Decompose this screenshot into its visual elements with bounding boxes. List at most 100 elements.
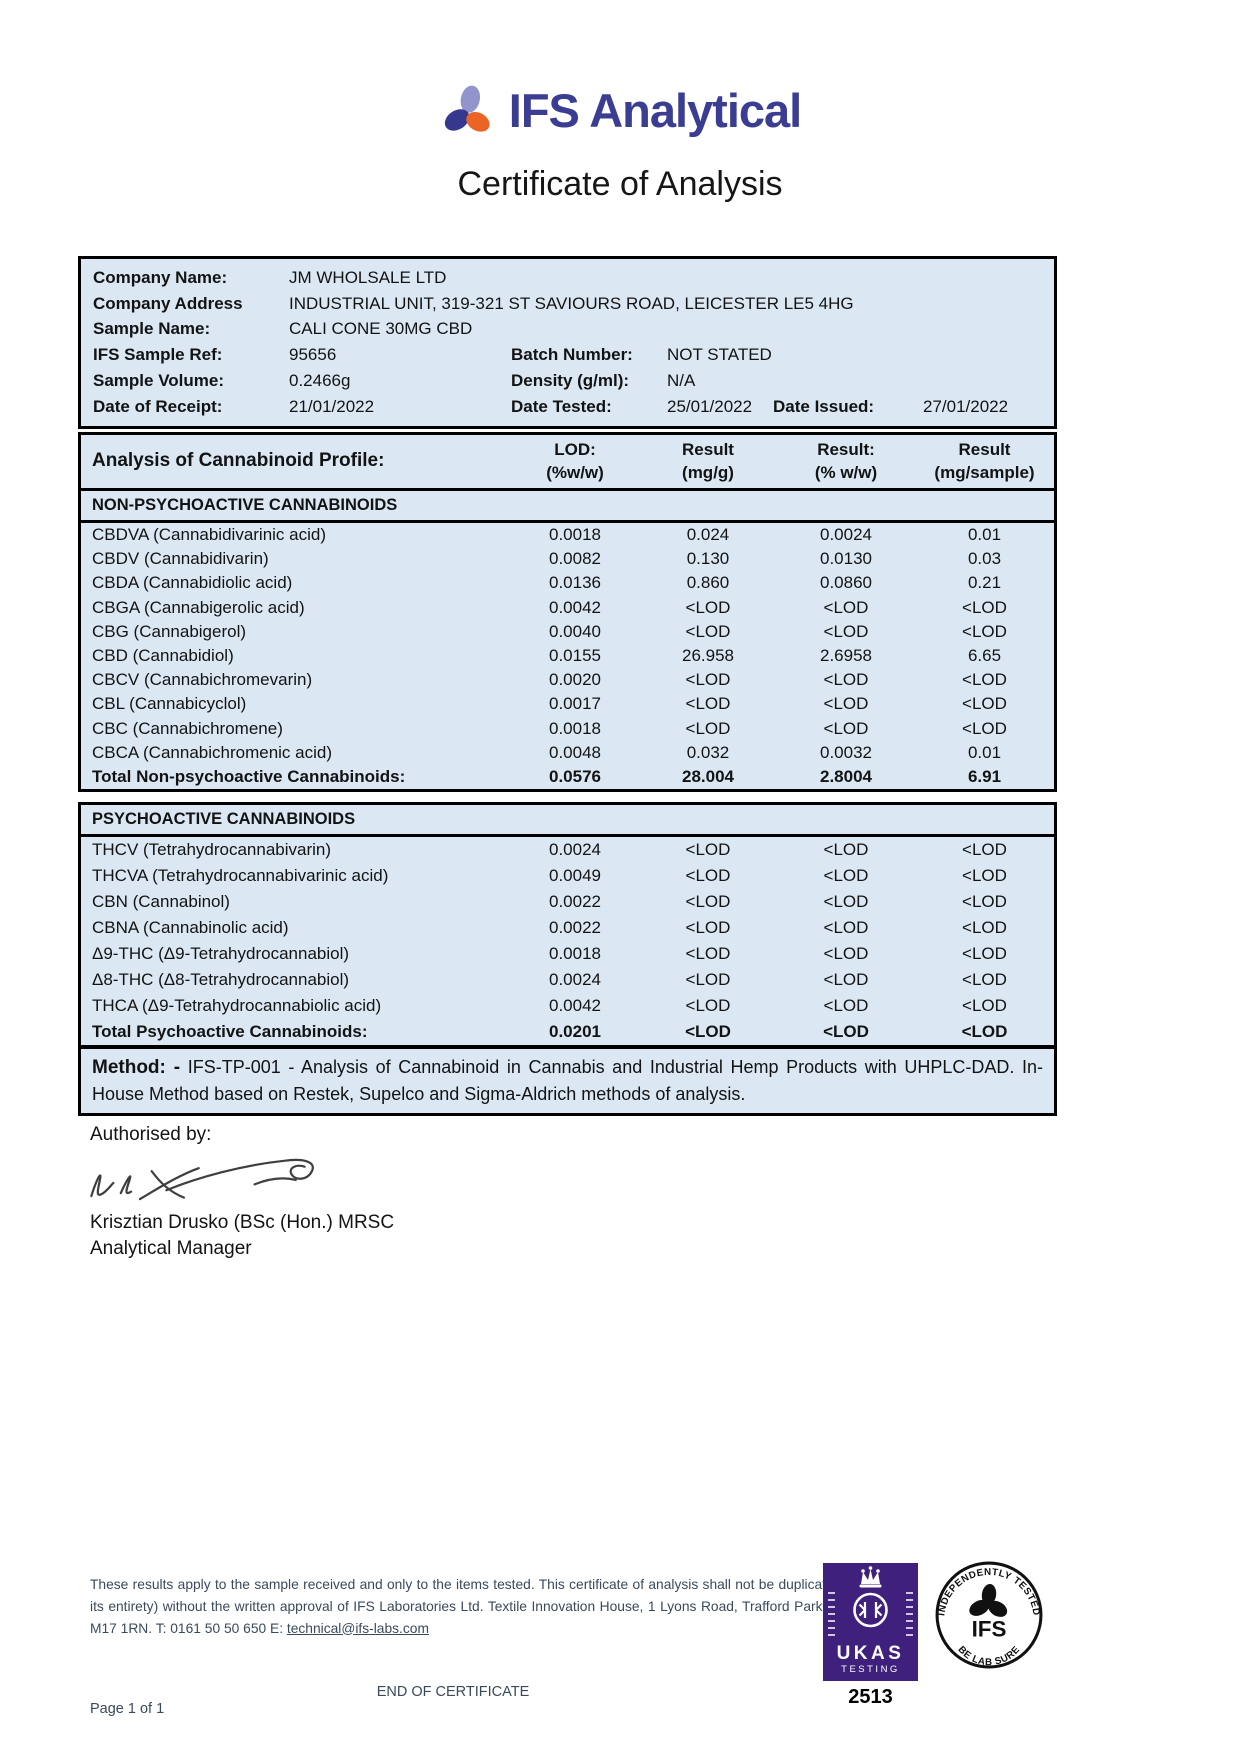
column-header-line: Result xyxy=(958,440,1011,459)
psychoactive-table: PSYCHOACTIVE CANNABINOIDS THCV (Tetrahyd… xyxy=(78,802,1057,1048)
result-value: 0.0018 xyxy=(549,718,601,738)
result-value: 0.0022 xyxy=(549,892,601,911)
result-value: 0.21 xyxy=(967,573,1002,593)
result-value: <LOD xyxy=(962,866,1007,885)
table-row: CBDV (Cannabidivarin) 0.0082 0.130 0.0130 0.… xyxy=(81,547,1054,571)
substance-name: THCV (Tetrahydrocannabivarin) xyxy=(92,840,332,859)
result-value: 26.958 xyxy=(682,646,734,666)
cannabinoid-profile-table: Analysis of Cannabinoid Profile: LOD: (%… xyxy=(78,432,1057,793)
column-header-line: Result: xyxy=(817,440,875,459)
table-row: CBNA (Cannabinolic acid) 0.0022 <LOD <LOD <L… xyxy=(81,915,1054,941)
substance-name: CBD (Cannabidiol) xyxy=(92,646,234,666)
info-label: Date Tested: xyxy=(511,396,612,416)
info-row: Sample Volume: 0.2466g Density (g/ml): N/A xyxy=(93,368,1054,394)
substance-name: CBC (Cannabichromene) xyxy=(92,718,283,738)
authoriser-block: Krisztian Drusko (BSc (Hon.) MRSC Analyt… xyxy=(90,1210,394,1262)
table-row: THCVA (Tetrahydrocannabivarinic acid) 0.0… xyxy=(81,863,1054,889)
table-row: Δ9-THC (Δ9-Tetrahydrocannabiol) 0.0018 <LO… xyxy=(81,941,1054,967)
info-row: Date of Receipt: 21/01/2022 Date Tested: 25… xyxy=(93,394,1054,420)
total-value: <LOD xyxy=(961,1022,1008,1041)
ukas-wordmark: UKAS xyxy=(837,1643,905,1664)
ukas-sub-label: TESTING xyxy=(841,1664,900,1675)
disclaimer-text: These results apply to the sample receiv… xyxy=(90,1574,906,1639)
substance-name: THCA (Δ9-Tetrahydrocannabiolic acid) xyxy=(92,996,382,1015)
info-row: Company Name: JM WHOLSALE LTD xyxy=(93,265,1054,291)
table-row: Δ8-THC (Δ8-Tetrahydrocannabiol) 0.0024 <LO… xyxy=(81,967,1054,993)
result-value: <LOD xyxy=(685,621,731,641)
info-value: INDUSTRIAL UNIT, 319-321 ST SAVIOURS ROA… xyxy=(289,293,854,313)
handwritten-signature-icon xyxy=(90,1158,314,1201)
brand-header: IFS Analytical xyxy=(0,84,1240,137)
stamp-center-wordmark: IFS xyxy=(972,1616,1007,1641)
result-value: 0.0024 xyxy=(820,525,872,544)
column-header-pct: Result: (% w/w) xyxy=(777,438,915,484)
total-value: 0.0576 xyxy=(549,767,601,787)
total-value: 28.004 xyxy=(682,767,734,787)
column-header-lod: LOD: (%w/w) xyxy=(511,438,639,484)
table-row: CBCV (Cannabichromevarin) 0.0020 <LOD <LOD <… xyxy=(81,668,1054,692)
result-value: <LOD xyxy=(823,970,869,989)
table-title: Analysis of Cannabinoid Profile: xyxy=(92,450,385,471)
brand-name: IFS Analytical xyxy=(508,84,802,137)
result-value: <LOD xyxy=(685,694,731,714)
result-value: <LOD xyxy=(823,944,869,963)
info-value: 25/01/2022 xyxy=(667,396,753,416)
total-value: 6.91 xyxy=(967,767,1002,787)
column-header-line: (mg/g) xyxy=(682,463,734,482)
table-row: THCV (Tetrahydrocannabivarin) 0.0024 <LOD <… xyxy=(81,837,1054,863)
column-header-line: (%w/w) xyxy=(546,463,604,482)
result-value: 0.0022 xyxy=(549,918,601,937)
info-value: CALI CONE 30MG CBD xyxy=(289,319,473,339)
info-label: Sample Name: xyxy=(93,319,211,339)
info-value: 95656 xyxy=(289,345,337,365)
result-value: <LOD xyxy=(823,670,869,690)
result-value: <LOD xyxy=(685,996,731,1015)
result-value: <LOD xyxy=(962,996,1007,1015)
result-value: <LOD xyxy=(685,892,731,911)
ukas-testing-logo-icon: UKAS TESTING xyxy=(823,1563,918,1681)
info-value: JM WHOLSALE LTD xyxy=(289,268,447,287)
result-value: 0.01 xyxy=(967,742,1002,762)
method-text: IFS-TP-001 - Analysis of Cannabinoid in … xyxy=(92,1057,1043,1104)
substance-name: CBNA (Cannabinolic acid) xyxy=(92,918,289,937)
result-value: 0.130 xyxy=(686,549,730,569)
substance-name: CBDV (Cannabidivarin) xyxy=(92,549,269,569)
table-row: CBL (Cannabicyclol) 0.0017 <LOD <LOD <LOD xyxy=(81,692,1054,716)
column-header-line: Result xyxy=(682,440,734,459)
info-value: 21/01/2022 xyxy=(289,396,375,416)
result-value: <LOD xyxy=(685,670,731,690)
table-row: CBD (Cannabidiol) 0.0155 26.958 2.6958 6.65 xyxy=(81,644,1054,668)
result-value: 6.65 xyxy=(967,646,1002,666)
info-row: Company Address INDUSTRIAL UNIT, 319-321 … xyxy=(93,291,1054,317)
result-value: 0.03 xyxy=(967,549,1002,569)
result-value: <LOD xyxy=(823,892,869,911)
info-value: NOT STATED xyxy=(667,345,772,365)
disclaimer-body: These results apply to the sample receiv… xyxy=(90,1577,906,1636)
result-value: <LOD xyxy=(962,670,1007,690)
result-value: <LOD xyxy=(685,918,731,937)
method-label: Method: - xyxy=(92,1057,181,1078)
result-value: <LOD xyxy=(962,621,1007,641)
result-value: <LOD xyxy=(962,694,1007,714)
authoriser-name: Krisztian Drusko (BSc (Hon.) MRSC xyxy=(90,1212,395,1233)
ukas-accreditation-number: 2513 xyxy=(848,1686,893,1708)
table-header-row: Analysis of Cannabinoid Profile: LOD: (%… xyxy=(81,435,1054,491)
document-title: Certificate of Analysis xyxy=(457,165,783,203)
result-value: <LOD xyxy=(962,892,1007,911)
result-value: 0.0018 xyxy=(549,944,601,963)
ifs-independently-tested-stamp-icon: INDEPENDENTLY TESTED BE LAB SURE IFS xyxy=(935,1561,1043,1669)
result-value: 0.0017 xyxy=(549,694,601,714)
authorised-by-heading: Authorised by: xyxy=(90,1124,212,1145)
table-row: CBDA (Cannabidiolic acid) 0.0136 0.860 0.08… xyxy=(81,571,1054,595)
substance-name: THCVA (Tetrahydrocannabivarinic acid) xyxy=(92,866,389,885)
table-row: CBDVA (Cannabidivarinic acid) 0.0018 0.024… xyxy=(81,523,1054,547)
column-header-line: (mg/sample) xyxy=(934,463,1035,482)
contact-email-link[interactable]: technical@ifs-labs.com xyxy=(286,1620,429,1636)
result-value: <LOD xyxy=(962,918,1007,937)
info-label: Company Name: xyxy=(93,268,228,287)
result-value: <LOD xyxy=(823,718,869,738)
info-label: IFS Sample Ref: xyxy=(93,345,223,365)
result-value: 0.0049 xyxy=(549,866,601,885)
substance-name: CBCV (Cannabichromevarin) xyxy=(92,670,313,690)
result-value: <LOD xyxy=(685,970,731,989)
